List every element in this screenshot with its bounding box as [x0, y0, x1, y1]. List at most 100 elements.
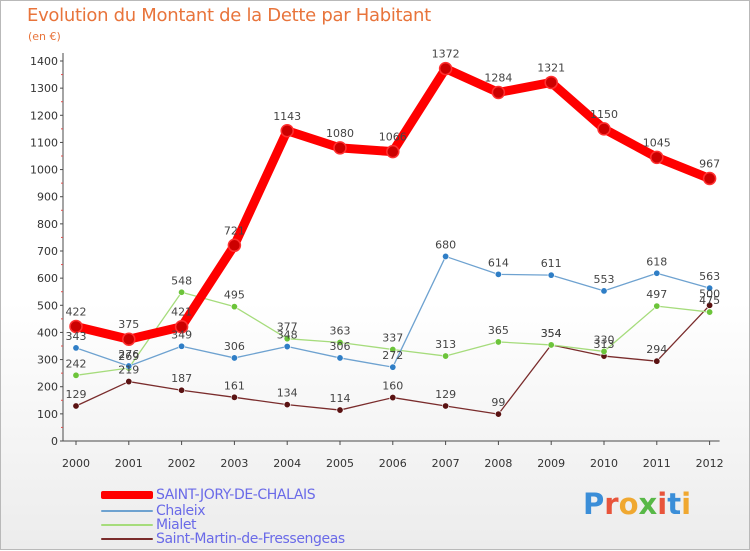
y-tick-label: 1400	[30, 55, 58, 68]
data-label: 313	[594, 338, 615, 351]
data-label: 354	[541, 327, 562, 340]
y-tick-label: 0	[51, 435, 58, 448]
data-label: 134	[277, 387, 298, 400]
data-label: 219	[118, 364, 139, 377]
data-label: 343	[66, 330, 87, 343]
y-tick-label: 300	[37, 354, 58, 367]
data-label: 553	[594, 273, 615, 286]
data-label: 160	[382, 380, 403, 393]
x-tick-label: 2000	[62, 457, 90, 470]
data-label: 1284	[484, 71, 512, 84]
legend-label: Chaleix	[156, 503, 206, 519]
x-tick-label: 2004	[273, 457, 301, 470]
data-label: 618	[646, 255, 667, 268]
y-tick-label: 900	[37, 191, 58, 204]
y-tick-label: 400	[37, 326, 58, 339]
data-label: 349	[171, 328, 192, 341]
data-label: 306	[330, 340, 351, 353]
data-label: 375	[118, 318, 139, 331]
data-label: 354	[541, 327, 562, 340]
legend-swatch	[101, 510, 153, 512]
data-point	[653, 269, 661, 277]
data-point	[230, 393, 238, 401]
data-point	[442, 252, 450, 260]
data-label: 1150	[590, 108, 618, 121]
chart-unit-label: (en €)	[28, 30, 61, 43]
data-point	[72, 402, 80, 410]
data-label: 563	[699, 270, 720, 283]
data-label: 294	[646, 343, 667, 356]
data-point	[230, 303, 238, 311]
y-tick-label: 800	[37, 218, 58, 231]
data-point	[72, 344, 80, 352]
data-point	[706, 301, 714, 309]
chart-title: Evolution du Montant de la Dette par Hab…	[27, 5, 431, 26]
data-label: 1143	[273, 110, 301, 123]
data-label: 967	[699, 158, 720, 171]
data-point	[438, 61, 453, 76]
data-label: 313	[435, 338, 456, 351]
data-label: 614	[488, 256, 509, 269]
data-point	[442, 352, 450, 360]
data-label: 548	[171, 274, 192, 287]
legend-label: SAINT-JORY-DE-CHALAIS	[156, 487, 316, 503]
data-label: 1321	[537, 61, 565, 74]
data-label: 99	[491, 396, 505, 409]
legend-swatch	[101, 491, 153, 499]
data-point	[72, 371, 80, 379]
data-point	[122, 332, 136, 346]
series-lines	[69, 61, 717, 418]
data-point	[544, 75, 558, 90]
data-label: 1066	[379, 131, 407, 144]
x-tick-label: 2003	[220, 457, 248, 470]
data-label: 161	[224, 379, 245, 392]
data-point	[336, 406, 344, 414]
legend-label: Mialet	[156, 517, 197, 533]
data-point	[706, 284, 714, 292]
axes: 0 100 200 300 400 500 600 700 800 900 1000 1100 1200…	[30, 53, 724, 470]
data-label: 337	[382, 332, 403, 345]
x-tick-label: 2009	[537, 457, 565, 470]
data-point	[389, 346, 397, 354]
logo-letter: r	[604, 487, 619, 521]
data-point	[178, 342, 186, 350]
data-label: 365	[488, 324, 509, 337]
y-tick-label: 1200	[30, 109, 58, 122]
data-point	[547, 271, 555, 279]
data-point	[280, 124, 294, 138]
data-label: 500	[699, 287, 720, 300]
data-point	[389, 363, 397, 371]
data-label: 330	[594, 333, 615, 346]
data-label: 348	[277, 329, 298, 342]
logo-letter: i	[657, 487, 668, 521]
data-label: 475	[699, 294, 720, 307]
data-point	[125, 362, 133, 370]
data-point	[494, 338, 502, 346]
y-tick-label: 1100	[30, 136, 58, 149]
legend-swatch	[101, 538, 153, 540]
data-label: 1080	[326, 127, 354, 140]
data-point	[125, 378, 133, 386]
data-label: 306	[224, 340, 245, 353]
data-label: 1045	[643, 136, 671, 149]
data-point	[230, 354, 238, 362]
x-tick-label: 2012	[696, 457, 724, 470]
data-label: 422	[66, 305, 87, 318]
data-labels: 129 219 187 161 134 114 160 129 99 354 313 294 500 24…	[66, 48, 721, 410]
logo-letter: i	[681, 487, 692, 521]
logo-letter: o	[618, 487, 639, 521]
data-point	[442, 402, 450, 410]
logo-letter: t	[667, 487, 682, 521]
y-tick-label: 700	[37, 245, 58, 258]
data-label: 421	[171, 306, 192, 319]
data-point	[386, 144, 400, 159]
data-point	[706, 308, 714, 316]
data-label: 1372	[432, 48, 460, 61]
data-point	[653, 357, 661, 365]
data-point	[227, 238, 242, 253]
logo-letter: x	[638, 487, 658, 521]
x-tick-label: 2006	[379, 457, 407, 470]
data-label: 680	[435, 238, 456, 251]
